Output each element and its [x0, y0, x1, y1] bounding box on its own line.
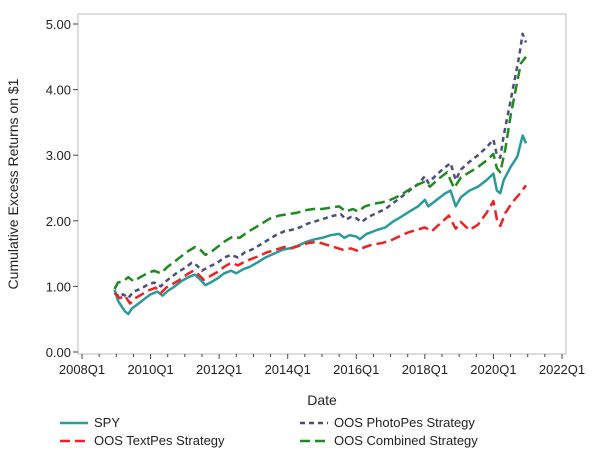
x-tick-label: 2014Q1 — [265, 362, 311, 377]
series-line-0 — [113, 134, 528, 316]
legend-label-0: SPY — [94, 415, 120, 430]
x-axis: 2008Q1 2010Q1 2012Q1 2014Q1 2016Q1 2018Q1 2020… — [59, 354, 585, 377]
x-tick-label: 2022Q1 — [539, 362, 585, 377]
y-tick-label: 1.00 — [46, 279, 71, 294]
series-line-1 — [113, 32, 528, 300]
legend-label-3: OOS Combined Strategy — [334, 433, 478, 448]
y-tick-label: 3.00 — [46, 148, 71, 163]
y-tick-label: 5.00 — [46, 17, 71, 32]
plot-frame — [77, 13, 567, 355]
y-tick-label: 0.00 — [46, 345, 71, 360]
x-tick-label: 2008Q1 — [59, 362, 105, 377]
y-tick-label: 2.00 — [46, 214, 71, 229]
series-line-3 — [113, 56, 527, 290]
series-line-2 — [113, 184, 527, 305]
x-tick-label: 2016Q1 — [333, 362, 379, 377]
legend-label-1: OOS PhotoPes Strategy — [334, 415, 475, 430]
x-tick-label: 2018Q1 — [402, 362, 448, 377]
x-axis-title: Date — [307, 392, 337, 408]
legend: SPY OOS PhotoPes Strategy OOS TextPes Stra… — [60, 415, 478, 448]
x-tick-label: 2020Q1 — [470, 362, 516, 377]
y-axis-title: Cumulative Excess Returns on $1 — [5, 78, 21, 289]
series-lines — [113, 32, 528, 316]
x-tick-label: 2012Q1 — [196, 362, 242, 377]
y-tick-label: 4.00 — [46, 83, 71, 98]
y-axis: 0.00 1.00 2.00 3.00 4.00 5.00 — [46, 17, 78, 360]
legend-label-2: OOS TextPes Strategy — [94, 433, 225, 448]
x-tick-label: 2010Q1 — [127, 362, 173, 377]
